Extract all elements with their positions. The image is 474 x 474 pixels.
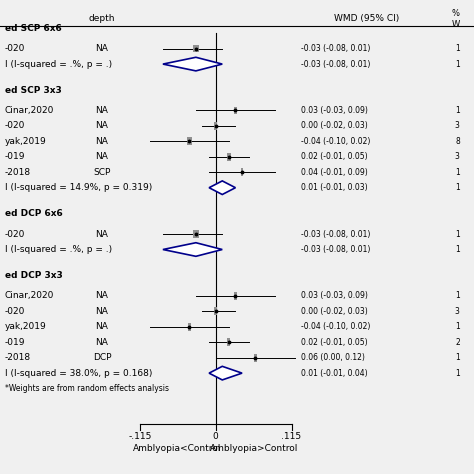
Text: 0.04 (-0.01, 0.09): 0.04 (-0.01, 0.09) <box>301 168 368 177</box>
Text: -019: -019 <box>5 152 25 161</box>
Text: 3: 3 <box>455 307 460 316</box>
Text: NA: NA <box>95 229 109 238</box>
Text: 0.01 (-0.01, 0.04): 0.01 (-0.01, 0.04) <box>301 369 368 378</box>
Text: 1: 1 <box>455 60 460 69</box>
Text: SCP: SCP <box>93 168 110 177</box>
Bar <box>187 137 191 145</box>
Text: Cinar,2020: Cinar,2020 <box>5 106 54 115</box>
Text: -2018: -2018 <box>5 168 31 177</box>
Text: Amblyopia<Control: Amblyopia<Control <box>133 444 222 453</box>
Text: %
W: % W <box>452 9 460 28</box>
Bar <box>227 153 230 161</box>
Text: 1: 1 <box>455 369 460 378</box>
Text: NA: NA <box>95 121 109 130</box>
Text: l (I-squared = 38.0%, p = 0.168): l (I-squared = 38.0%, p = 0.168) <box>5 369 152 378</box>
Text: yak,2019: yak,2019 <box>5 137 46 146</box>
Text: 0.03 (-0.03, 0.09): 0.03 (-0.03, 0.09) <box>301 292 368 301</box>
Text: -020: -020 <box>5 307 25 316</box>
Text: Amblyopia>Control: Amblyopia>Control <box>210 444 298 453</box>
Bar <box>193 45 199 53</box>
Text: NA: NA <box>95 338 109 346</box>
Text: -019: -019 <box>5 338 25 346</box>
Text: -020: -020 <box>5 121 25 130</box>
Bar <box>234 107 237 114</box>
Text: -0.03 (-0.08, 0.01): -0.03 (-0.08, 0.01) <box>301 229 370 238</box>
Text: -020: -020 <box>5 44 25 53</box>
Text: ed DCP 6x6: ed DCP 6x6 <box>5 210 63 219</box>
Text: -2018: -2018 <box>5 353 31 362</box>
Text: 1: 1 <box>455 322 460 331</box>
Text: 3: 3 <box>455 121 460 130</box>
Text: ed SCP 6x6: ed SCP 6x6 <box>5 24 62 33</box>
Text: ed SCP 3x3: ed SCP 3x3 <box>5 86 62 95</box>
Text: NA: NA <box>95 322 109 331</box>
Text: 1: 1 <box>455 183 460 192</box>
Text: 1: 1 <box>455 106 460 115</box>
Polygon shape <box>163 243 222 256</box>
Bar <box>193 230 199 238</box>
Bar <box>228 338 230 346</box>
Text: NA: NA <box>95 152 109 161</box>
Text: ed DCP 3x3: ed DCP 3x3 <box>5 271 63 280</box>
Bar <box>234 292 237 300</box>
Text: NA: NA <box>95 137 109 146</box>
Text: 0: 0 <box>213 432 219 441</box>
Text: NA: NA <box>95 292 109 301</box>
Text: 0.02 (-0.01, 0.05): 0.02 (-0.01, 0.05) <box>301 338 368 346</box>
Text: 2: 2 <box>455 338 460 346</box>
Text: 1: 1 <box>455 168 460 177</box>
Text: DCP: DCP <box>92 353 111 362</box>
Text: NA: NA <box>95 307 109 316</box>
Text: 1: 1 <box>455 245 460 254</box>
Text: l (I-squared = .%, p = .): l (I-squared = .%, p = .) <box>5 245 112 254</box>
Text: 1: 1 <box>455 44 460 53</box>
Bar <box>254 354 256 362</box>
Text: -0.03 (-0.08, 0.01): -0.03 (-0.08, 0.01) <box>301 245 370 254</box>
Text: 1: 1 <box>455 229 460 238</box>
Text: WMD (95% CI): WMD (95% CI) <box>334 15 400 23</box>
Text: 0.01 (-0.01, 0.03): 0.01 (-0.01, 0.03) <box>301 183 368 192</box>
Polygon shape <box>209 366 242 380</box>
Text: .115: .115 <box>282 432 301 441</box>
Bar <box>214 308 217 315</box>
Text: -0.04 (-0.10, 0.02): -0.04 (-0.10, 0.02) <box>301 137 370 146</box>
Text: yak,2019: yak,2019 <box>5 322 46 331</box>
Bar <box>241 168 244 176</box>
Bar <box>188 323 191 331</box>
Text: l (I-squared = .%, p = .): l (I-squared = .%, p = .) <box>5 60 112 69</box>
Text: NA: NA <box>95 44 109 53</box>
Text: 0.00 (-0.02, 0.03): 0.00 (-0.02, 0.03) <box>301 121 368 130</box>
Text: depth: depth <box>89 15 115 23</box>
Text: -020: -020 <box>5 229 25 238</box>
Text: -0.03 (-0.08, 0.01): -0.03 (-0.08, 0.01) <box>301 60 370 69</box>
Text: 3: 3 <box>455 152 460 161</box>
Bar <box>214 122 217 130</box>
Text: -.115: -.115 <box>128 432 152 441</box>
Polygon shape <box>163 57 222 71</box>
Text: 0.02 (-0.01, 0.05): 0.02 (-0.01, 0.05) <box>301 152 368 161</box>
Text: 1: 1 <box>455 292 460 301</box>
Text: 0.00 (-0.02, 0.03): 0.00 (-0.02, 0.03) <box>301 307 368 316</box>
Text: *Weights are from random effects analysis: *Weights are from random effects analysi… <box>5 384 169 393</box>
Text: 8: 8 <box>455 137 460 146</box>
Text: -0.03 (-0.08, 0.01): -0.03 (-0.08, 0.01) <box>301 44 370 53</box>
Text: Cinar,2020: Cinar,2020 <box>5 292 54 301</box>
Text: l (I-squared = 14.9%, p = 0.319): l (I-squared = 14.9%, p = 0.319) <box>5 183 152 192</box>
Text: -0.04 (-0.10, 0.02): -0.04 (-0.10, 0.02) <box>301 322 370 331</box>
Text: 1: 1 <box>455 353 460 362</box>
Text: NA: NA <box>95 106 109 115</box>
Polygon shape <box>209 181 236 194</box>
Text: 0.03 (-0.03, 0.09): 0.03 (-0.03, 0.09) <box>301 106 368 115</box>
Text: 0.06 (0.00, 0.12): 0.06 (0.00, 0.12) <box>301 353 365 362</box>
